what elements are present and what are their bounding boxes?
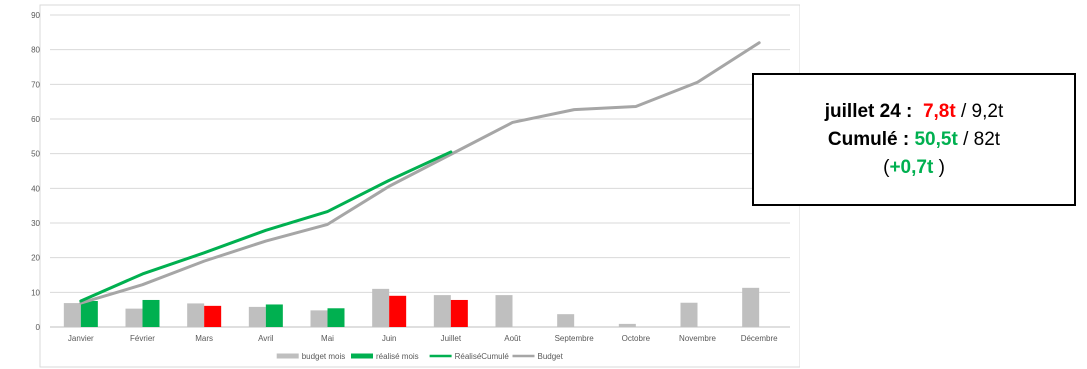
summary-box: juillet 24 : 7,8t / 9,2t Cumulé : 50,5t … [752, 73, 1076, 206]
y-tick-label-70: 70 [31, 80, 40, 89]
legend-swatch-0 [276, 353, 299, 359]
combo-chart: 0 10 20 30 40 50 60 70 80 90 Janvier Février Mars Avr… [31, 4, 800, 368]
bar-0-8 [557, 314, 575, 327]
bar-0-10 [680, 302, 698, 327]
summary-delta-open: ( [883, 156, 890, 178]
legend-label-0: budget mois [302, 352, 346, 361]
summary-cumul-label: Cumulé : [827, 128, 910, 150]
x-tick-label-3: Avril [258, 334, 274, 343]
bar-1-2 [204, 305, 222, 327]
summary-cumul-budget: / 82t [963, 128, 1001, 150]
bar-0-5 [372, 288, 390, 327]
bar-0-7 [495, 295, 513, 327]
x-tick-label-6: Juillet [441, 334, 462, 343]
summary-month-label: juillet 24 : [824, 100, 913, 122]
bar-0-2 [187, 303, 205, 327]
x-tick-label-2: Mars [195, 334, 213, 343]
bar-0-4 [310, 310, 328, 327]
x-tick-label-4: Mai [321, 334, 334, 343]
x-tick-label-10: Novembre [679, 334, 716, 343]
bar-1-4 [327, 308, 345, 327]
legend-swatch-2 [429, 354, 452, 358]
bar-1-5 [389, 295, 407, 327]
y-tick-label-40: 40 [31, 184, 40, 193]
y-tick-label-30: 30 [31, 219, 40, 228]
y-tick-label-50: 50 [31, 150, 40, 159]
y-tick-label-20: 20 [31, 254, 40, 263]
bar-0-11 [742, 287, 760, 327]
y-tick-label-60: 60 [31, 115, 40, 124]
chart-border [39, 4, 800, 368]
legend-swatch-1 [351, 353, 373, 359]
summary-delta-close: ) [938, 156, 945, 178]
bar-1-1 [142, 299, 160, 327]
summary-cumul-value: 50,5t [914, 128, 958, 150]
x-tick-label-5: Juin [382, 334, 397, 343]
chart-area: 0 10 20 30 40 50 60 70 80 90 Janvier Février Mars Avr… [31, 4, 800, 368]
summary-cumul-line: Cumulé : 50,5t / 82t [828, 126, 1000, 154]
summary-delta-line: (+0,7t ) [883, 154, 945, 182]
bar-1-3 [265, 304, 283, 327]
x-tick-label-11: Décembre [741, 334, 778, 343]
x-tick-label-0: Janvier [68, 334, 94, 343]
y-tick-label-0: 0 [36, 323, 41, 332]
y-tick-label-90: 90 [31, 11, 40, 20]
bar-1-0 [80, 301, 98, 327]
summary-month-line: juillet 24 : 7,8t / 9,2t [825, 98, 1003, 126]
bar-0-1 [125, 308, 143, 327]
y-tick-label-80: 80 [31, 46, 40, 55]
summary-delta-value: +0,7t [889, 156, 934, 178]
bar-0-3 [248, 306, 266, 327]
x-tick-label-9: Octobre [622, 334, 651, 343]
x-tick-label-1: Février [130, 334, 155, 343]
bar-0-6 [433, 295, 451, 327]
legend-label-3: Budget [538, 352, 564, 361]
bar-0-9 [618, 323, 636, 327]
x-tick-label-7: Août [504, 334, 521, 343]
line-budget [79, 41, 761, 305]
bar-0-0 [63, 303, 81, 327]
legend-label-2: RéaliséCumulé [455, 352, 510, 361]
summary-month-value: 7,8t [922, 100, 956, 122]
legend-swatch-3 [512, 354, 535, 358]
line-r-alis-cumul- [79, 150, 453, 303]
x-tick-label-8: Septembre [555, 334, 595, 343]
bar-1-6 [450, 299, 468, 327]
summary-month-budget: / 9,2t [960, 100, 1004, 122]
legend-label-1: réalisé mois [376, 352, 419, 361]
y-tick-label-10: 10 [31, 288, 40, 297]
